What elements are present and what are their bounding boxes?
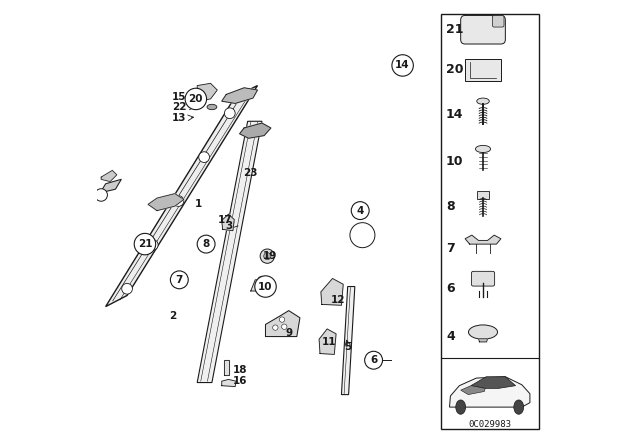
- Text: 12: 12: [331, 295, 345, 305]
- Text: 21: 21: [446, 23, 463, 36]
- Ellipse shape: [477, 98, 489, 104]
- Text: 15: 15: [172, 92, 187, 102]
- Text: 7: 7: [175, 275, 183, 285]
- Text: 10: 10: [446, 155, 463, 168]
- Text: 3: 3: [225, 221, 232, 231]
- Text: 11: 11: [322, 337, 336, 347]
- Ellipse shape: [468, 325, 497, 339]
- Polygon shape: [197, 121, 262, 383]
- Text: 10: 10: [259, 281, 273, 292]
- Polygon shape: [319, 329, 336, 354]
- Ellipse shape: [476, 146, 491, 152]
- Polygon shape: [106, 86, 257, 306]
- Polygon shape: [449, 377, 530, 407]
- Circle shape: [95, 189, 108, 201]
- Circle shape: [257, 276, 266, 285]
- Polygon shape: [461, 386, 485, 395]
- Polygon shape: [101, 170, 116, 181]
- Circle shape: [147, 240, 158, 250]
- Text: 1: 1: [195, 199, 202, 209]
- Polygon shape: [465, 235, 501, 244]
- Circle shape: [351, 202, 369, 220]
- FancyBboxPatch shape: [461, 15, 506, 44]
- Circle shape: [392, 55, 413, 76]
- Polygon shape: [148, 194, 184, 211]
- Text: 22: 22: [172, 102, 187, 112]
- Circle shape: [255, 276, 276, 297]
- Circle shape: [365, 351, 383, 369]
- Circle shape: [170, 271, 188, 289]
- Circle shape: [199, 152, 209, 163]
- Text: 6: 6: [370, 355, 377, 365]
- Text: 9: 9: [285, 328, 292, 338]
- Text: 18: 18: [232, 365, 247, 375]
- Polygon shape: [479, 339, 488, 342]
- FancyBboxPatch shape: [492, 15, 504, 27]
- Circle shape: [122, 284, 132, 294]
- Polygon shape: [266, 310, 300, 336]
- Text: 23: 23: [244, 168, 258, 178]
- Ellipse shape: [514, 400, 524, 414]
- Text: 20: 20: [446, 64, 463, 77]
- Polygon shape: [100, 179, 121, 193]
- Circle shape: [173, 196, 184, 207]
- Text: 17: 17: [218, 215, 232, 224]
- Text: 14: 14: [396, 60, 410, 70]
- Text: 2: 2: [169, 310, 176, 321]
- Text: 0C029983: 0C029983: [468, 420, 511, 429]
- Text: 14: 14: [446, 108, 463, 121]
- Text: 8: 8: [446, 200, 454, 213]
- Circle shape: [197, 235, 215, 253]
- Circle shape: [279, 317, 285, 322]
- Text: 8: 8: [202, 239, 210, 249]
- Ellipse shape: [207, 104, 217, 110]
- Circle shape: [260, 249, 275, 263]
- Circle shape: [264, 253, 271, 260]
- Text: 4: 4: [356, 206, 364, 215]
- Bar: [440, 14, 539, 430]
- Polygon shape: [471, 377, 516, 388]
- Text: 7: 7: [446, 242, 454, 255]
- Text: 4: 4: [446, 330, 454, 343]
- Polygon shape: [251, 280, 273, 291]
- Polygon shape: [197, 83, 217, 101]
- Text: 6: 6: [446, 282, 454, 295]
- Text: 20: 20: [189, 94, 203, 104]
- Circle shape: [282, 324, 287, 329]
- Polygon shape: [225, 360, 229, 375]
- FancyBboxPatch shape: [477, 190, 489, 198]
- Text: 19: 19: [262, 251, 276, 261]
- Text: 21: 21: [138, 239, 152, 249]
- FancyBboxPatch shape: [465, 59, 501, 81]
- Polygon shape: [321, 279, 343, 305]
- FancyBboxPatch shape: [472, 271, 495, 286]
- Polygon shape: [239, 123, 271, 138]
- Circle shape: [185, 88, 207, 110]
- Circle shape: [225, 108, 235, 119]
- Polygon shape: [221, 88, 257, 103]
- Text: 5: 5: [344, 342, 351, 352]
- Text: 13: 13: [172, 113, 187, 123]
- Text: 16: 16: [233, 376, 248, 386]
- Polygon shape: [221, 214, 234, 231]
- Polygon shape: [221, 379, 236, 387]
- Ellipse shape: [456, 400, 465, 414]
- Polygon shape: [341, 287, 355, 395]
- Circle shape: [273, 325, 278, 330]
- Circle shape: [134, 233, 156, 255]
- Circle shape: [350, 223, 375, 248]
